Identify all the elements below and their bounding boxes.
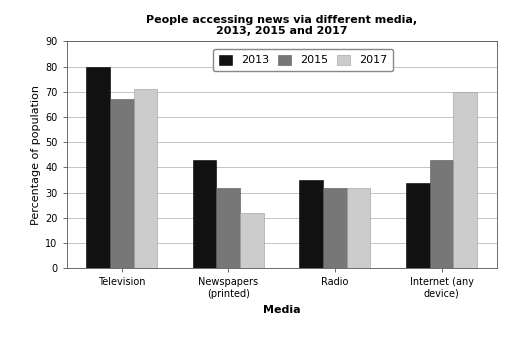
- Legend: 2013, 2015, 2017: 2013, 2015, 2017: [213, 49, 393, 71]
- X-axis label: Media: Media: [263, 304, 301, 314]
- Bar: [217, 187, 240, 268]
- Bar: [86, 66, 110, 268]
- Bar: [430, 160, 454, 268]
- Bar: [347, 187, 371, 268]
- Title: People accessing news via different media,
2013, 2015 and 2017: People accessing news via different medi…: [146, 15, 417, 36]
- Bar: [134, 89, 157, 268]
- Bar: [323, 187, 347, 268]
- Y-axis label: Percentage of population: Percentage of population: [31, 85, 41, 225]
- Bar: [240, 213, 264, 268]
- Bar: [193, 160, 217, 268]
- Bar: [454, 92, 477, 268]
- Bar: [406, 183, 430, 268]
- Bar: [110, 99, 134, 268]
- Bar: [300, 180, 323, 268]
